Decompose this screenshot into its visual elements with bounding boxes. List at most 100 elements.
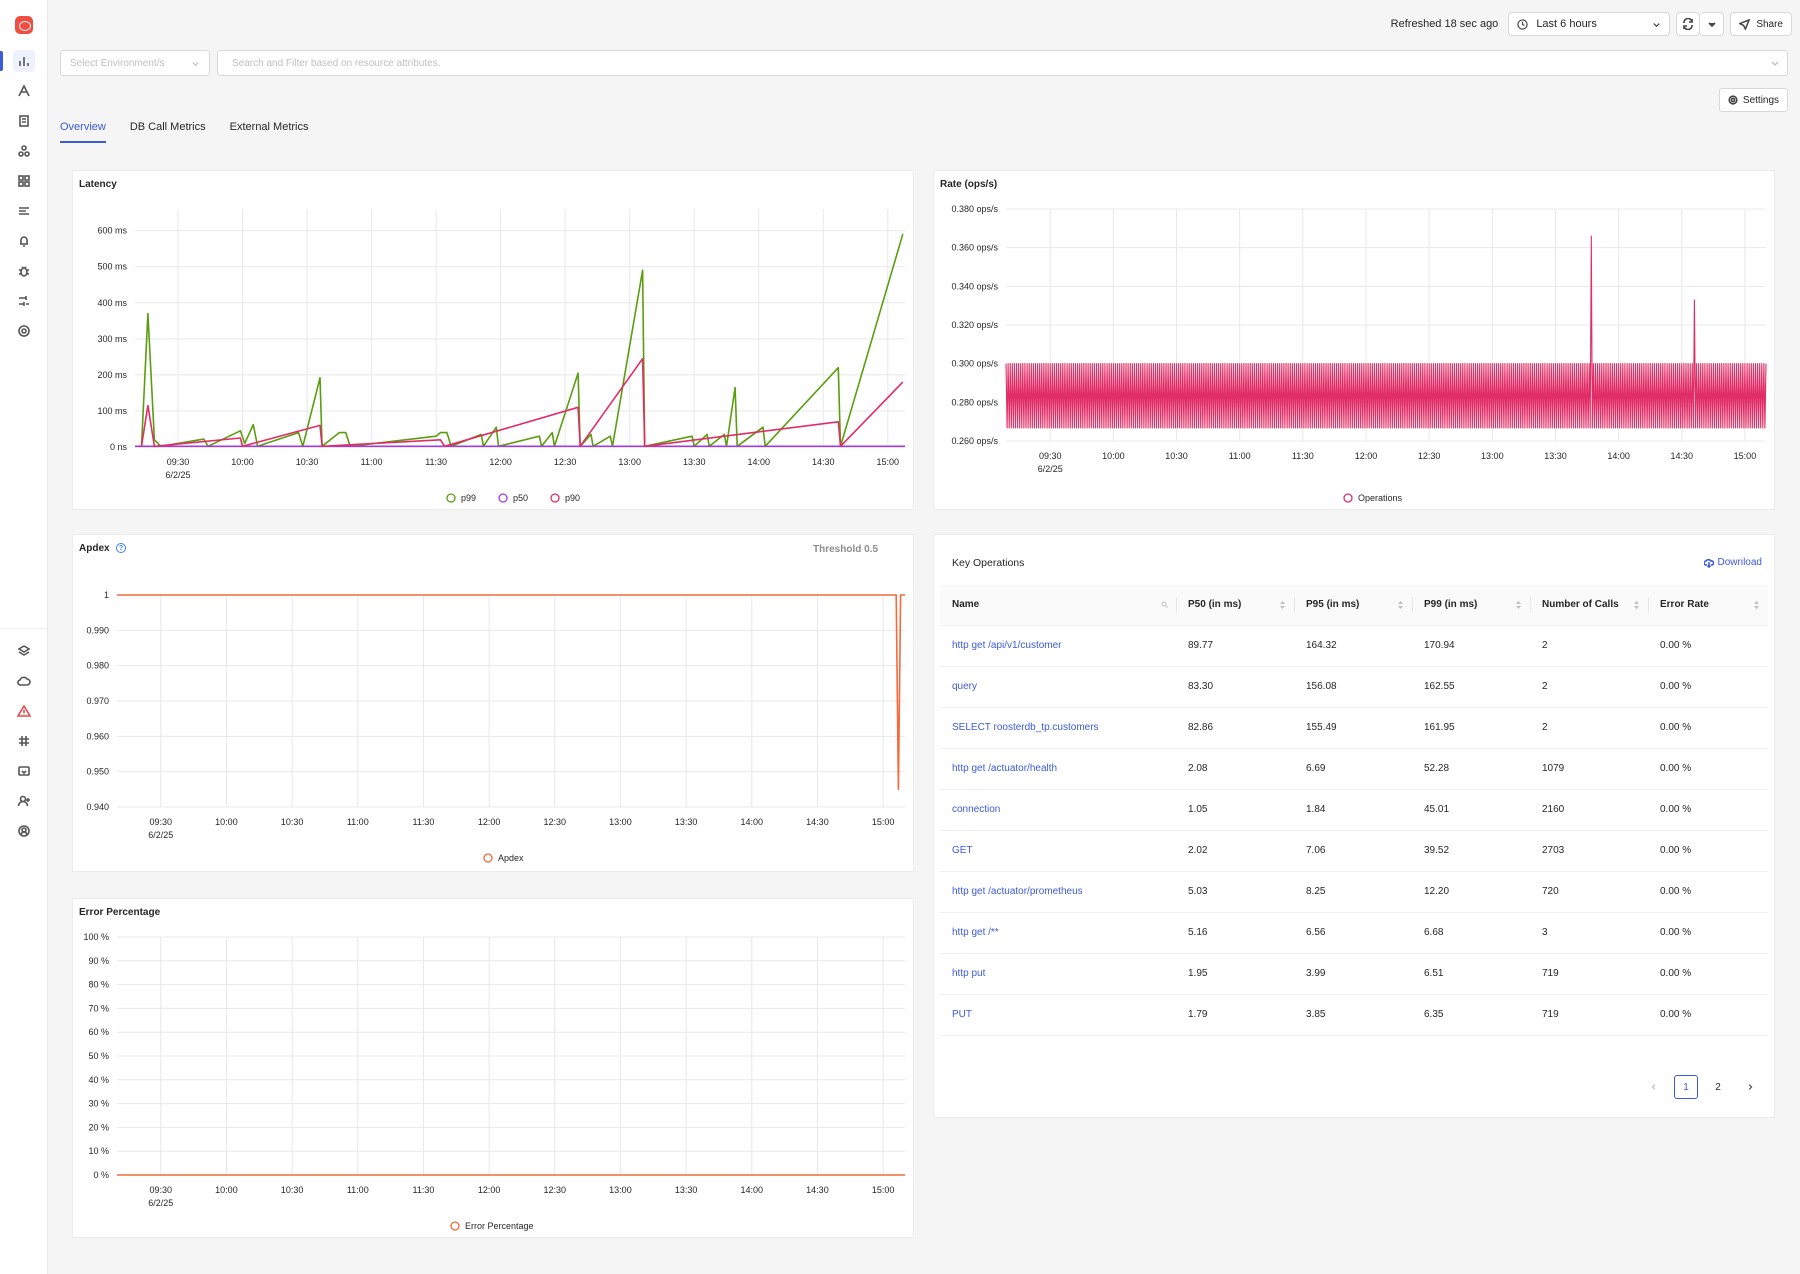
time-range-select[interactable]: Last 6 hours: [1508, 12, 1671, 36]
logs-icon[interactable]: [13, 110, 35, 132]
legend-marker[interactable]: [483, 853, 493, 863]
table-row[interactable]: http get /actuator/prometheus 5.03 8.25 12.…: [940, 871, 1768, 913]
x-tick-label: 14:00: [741, 1185, 764, 1195]
x-tick-label: 11:30: [413, 1185, 435, 1195]
legend-label[interactable]: Error Percentage: [465, 1221, 534, 1231]
table-row[interactable]: http get /api/v1/customer 89.77 164.32 170.…: [940, 625, 1768, 667]
sort-icon[interactable]: [1753, 600, 1760, 610]
table-row[interactable]: query 83.30 156.08 162.55 2 0.00 %: [940, 666, 1768, 708]
slack-icon[interactable]: [13, 730, 35, 752]
table-cell: 6.51: [1412, 953, 1530, 995]
resource-attribute-search-input[interactable]: [217, 50, 1788, 76]
table-row[interactable]: http get /actuator/health 2.08 6.69 52.28 10…: [940, 748, 1768, 790]
legend-label[interactable]: p50: [513, 493, 528, 503]
column-header-number-of-calls[interactable]: Number of Calls: [1530, 585, 1648, 626]
table-row[interactable]: http put 1.95 3.99 6.51 719 0.00 %: [940, 953, 1768, 995]
legend-marker[interactable]: [1343, 493, 1353, 503]
column-header-name[interactable]: Name: [940, 585, 1176, 626]
apdex-chart[interactable]: 0.940 0.950 0.960 0.970 0.980 0.990 1 09:30 6/2/…: [73, 535, 915, 873]
operation-name-link[interactable]: http get /actuator/health: [940, 748, 1176, 790]
operation-name-link[interactable]: http put: [940, 953, 1176, 995]
settings-icon[interactable]: [13, 320, 35, 342]
settings-label: Settings: [1742, 94, 1780, 106]
sort-icon[interactable]: [1279, 600, 1286, 610]
refresh-interval-dropdown[interactable]: [1700, 12, 1725, 36]
column-header-p99-in-ms[interactable]: P99 (in ms): [1412, 585, 1530, 626]
tab-db-call-metrics[interactable]: DB Call Metrics: [129, 121, 206, 133]
sidebar-divider: [0, 628, 48, 629]
rate-chart[interactable]: 0.260 ops/s 0.280 ops/s 0.300 ops/s 0.320 o…: [934, 171, 1776, 511]
help-icon[interactable]: [13, 760, 35, 782]
sort-icon[interactable]: [1515, 600, 1522, 610]
y-tick-label: 0 %: [93, 1170, 109, 1180]
next-page-button[interactable]: [1738, 1075, 1762, 1099]
column-header-error-rate[interactable]: Error Rate: [1648, 585, 1768, 626]
dashboards-icon[interactable]: [13, 170, 35, 192]
logo-icon[interactable]: [15, 16, 33, 34]
legend-label[interactable]: Apdex: [498, 853, 524, 863]
table-row[interactable]: connection 1.05 1.84 45.01 2160 0.00 %: [940, 789, 1768, 831]
traces-icon[interactable]: [13, 80, 35, 102]
question-circle-icon[interactable]: ?: [116, 543, 126, 553]
x-tick-label: 13:00: [1481, 451, 1504, 461]
user-account-icon[interactable]: [13, 820, 35, 842]
prev-page-button[interactable]: [1642, 1075, 1666, 1099]
services-icon[interactable]: [13, 50, 35, 72]
legend-marker[interactable]: [450, 1221, 460, 1231]
legend-label[interactable]: Operations: [1358, 493, 1403, 503]
operation-name-link[interactable]: GET: [940, 830, 1176, 872]
operation-name-link[interactable]: query: [940, 666, 1176, 708]
infra-icon[interactable]: [13, 140, 35, 162]
layers-icon[interactable]: [13, 640, 35, 662]
error-percentage-chart[interactable]: 0 % 10 % 20 % 30 % 40 % 50 % 60 % 70 % 80 % 90 % 1…: [73, 899, 915, 1239]
x-tick-label: 14:30: [1671, 451, 1694, 461]
messaging-icon[interactable]: [13, 200, 35, 222]
alert-triangle-icon[interactable]: [13, 700, 35, 722]
invite-user-icon[interactable]: [13, 790, 35, 812]
column-header-p50-in-ms[interactable]: P50 (in ms): [1176, 585, 1294, 626]
series-line-p90[interactable]: [140, 357, 904, 448]
cloud-icon[interactable]: [13, 670, 35, 692]
series-line-apdex[interactable]: [117, 594, 905, 791]
page-1-button[interactable]: 1: [1674, 1075, 1698, 1099]
apdex-panel: Apdex ? Threshold 0.5 0.940 0.950 0.960 0.9…: [72, 534, 914, 872]
table-row[interactable]: SELECT roosterdb_tp.customers 82.86 155.49…: [940, 707, 1768, 749]
operation-name-link[interactable]: connection: [940, 789, 1176, 831]
legend-marker[interactable]: [498, 493, 508, 503]
column-header-p95-in-ms[interactable]: P95 (in ms): [1294, 585, 1412, 626]
integrations-icon[interactable]: [13, 290, 35, 312]
tab-external-metrics[interactable]: External Metrics: [229, 121, 309, 133]
search-icon[interactable]: [1161, 600, 1168, 610]
table-cell: 7.06: [1294, 830, 1412, 872]
download-button[interactable]: Download: [1703, 557, 1762, 568]
operation-name-link[interactable]: http get /actuator/prometheus: [940, 871, 1176, 913]
operation-name-link[interactable]: http get /**: [940, 912, 1176, 954]
table-row[interactable]: PUT 1.79 3.85 6.35 719 0.00 %: [940, 994, 1768, 1036]
legend-label[interactable]: p99: [461, 493, 476, 503]
environment-select[interactable]: Select Environment/s: [60, 50, 210, 76]
latency-chart[interactable]: 0 ns 100 ms 200 ms 300 ms 400 ms 500 ms 600 ms…: [73, 171, 915, 511]
x-tick-label: 12:30: [544, 817, 567, 827]
column-header-label: P95 (in ms): [1306, 599, 1360, 611]
operation-name-link[interactable]: PUT: [940, 994, 1176, 1036]
sort-icon[interactable]: [1633, 600, 1640, 610]
legend-marker[interactable]: [550, 493, 560, 503]
legend-label[interactable]: p90: [565, 493, 580, 503]
operation-name-link[interactable]: SELECT roosterdb_tp.customers: [940, 707, 1176, 749]
exceptions-bug-icon[interactable]: [13, 260, 35, 282]
tab-overview[interactable]: Overview: [60, 121, 106, 143]
share-button[interactable]: Share: [1730, 12, 1792, 36]
table-row[interactable]: GET 2.02 7.06 39.52 2703 0.00 %: [940, 830, 1768, 872]
column-separator: [1648, 597, 1649, 613]
page-2-button[interactable]: 2: [1715, 1081, 1721, 1093]
operation-name-link[interactable]: http get /api/v1/customer: [940, 625, 1176, 667]
legend-marker[interactable]: [446, 493, 456, 503]
table-row[interactable]: http get /** 5.16 6.56 6.68 3 0.00 %: [940, 912, 1768, 954]
refresh-button[interactable]: [1676, 12, 1701, 36]
x-tick-label: 12:00: [478, 817, 501, 827]
sort-icon[interactable]: [1397, 600, 1404, 610]
settings-button[interactable]: Settings: [1719, 88, 1788, 112]
alerts-bell-icon[interactable]: [13, 230, 35, 252]
series-line-operations[interactable]: [1005, 235, 1767, 429]
series-line-p99[interactable]: [140, 233, 904, 448]
